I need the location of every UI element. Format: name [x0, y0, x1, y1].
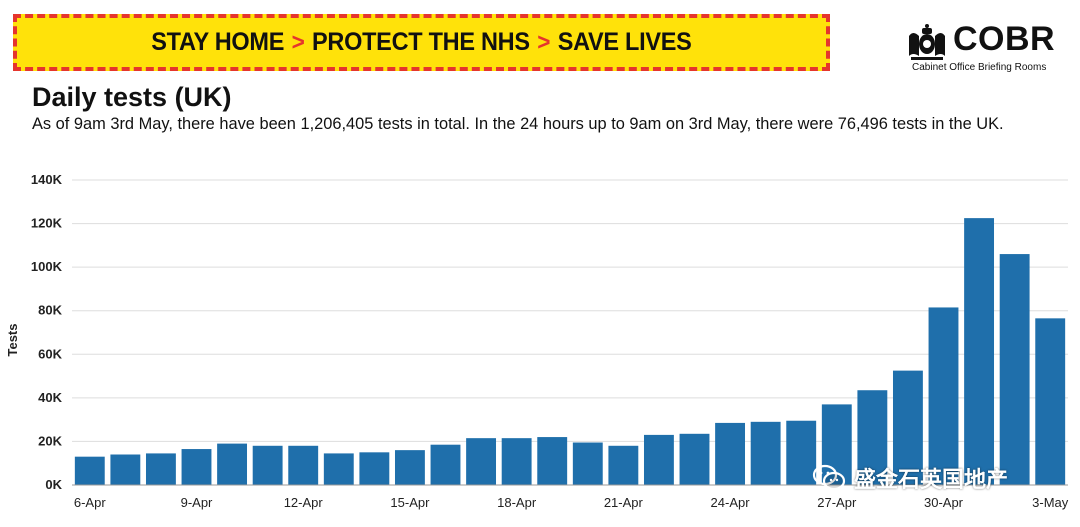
bar-23-Apr — [679, 433, 710, 485]
watermark: 盛金石英国地产 — [812, 462, 1008, 494]
slogan-banner: STAY HOME > PROTECT THE NHS > SAVE LIVES — [13, 14, 830, 71]
x-tick-label: 9-Apr — [181, 495, 213, 510]
bar-22-Apr — [643, 434, 674, 485]
chevron-right-icon: > — [537, 29, 551, 56]
y-tick-label: 60K — [38, 346, 62, 361]
royal-crest-icon — [909, 24, 945, 60]
slogan-stay-home: STAY HOME — [151, 28, 285, 56]
bar-21-Apr — [608, 445, 639, 485]
bar-20-Apr — [572, 442, 603, 485]
wechat-icon — [812, 464, 846, 491]
bar-6-Apr — [74, 456, 105, 485]
bar-29-Apr — [892, 370, 923, 485]
bar-8-Apr — [145, 453, 176, 485]
slogan-protect-nhs: PROTECT THE NHS — [312, 28, 530, 56]
x-tick-label: 21-Apr — [604, 495, 644, 510]
x-tick-label: 27-Apr — [817, 495, 857, 510]
bar-18-Apr — [501, 438, 532, 485]
logo-wordmark: COBR — [953, 20, 1056, 58]
x-tick-label: 30-Apr — [924, 495, 964, 510]
bar-9-Apr — [181, 449, 212, 485]
x-tick-label: 18-Apr — [497, 495, 537, 510]
x-tick-label: 6-Apr — [74, 495, 106, 510]
y-tick-label: 140K — [31, 172, 63, 187]
y-tick-label: 20K — [38, 433, 62, 448]
bar-14-Apr — [359, 452, 390, 485]
watermark-text: 盛金石英国地产 — [854, 467, 1009, 492]
bar-12-Apr — [288, 445, 319, 485]
cobr-logo: COBR Cabinet Office Briefing Rooms — [905, 20, 1065, 82]
bar-11-Apr — [252, 445, 283, 485]
bar-19-Apr — [537, 437, 568, 485]
bar-3-May — [1035, 318, 1066, 485]
y-tick-label: 80K — [38, 303, 62, 318]
y-axis-label: Tests — [5, 324, 20, 357]
chevron-right-icon: > — [291, 29, 305, 56]
bar-28-Apr — [857, 390, 888, 485]
chart-subtitle: As of 9am 3rd May, there have been 1,206… — [32, 115, 1004, 133]
bar-10-Apr — [217, 443, 248, 485]
bar-16-Apr — [430, 444, 461, 485]
bar-25-Apr — [750, 421, 781, 485]
x-tick-label: 12-Apr — [284, 495, 324, 510]
daily-tests-chart: 0K 20K 40K 60K 80K 100K 120K 140K 6-Apr 9-Apr 12-A… — [5, 172, 1069, 510]
y-tick-label: 100K — [31, 259, 63, 274]
y-tick-label: 120K — [31, 216, 63, 231]
x-tick-label: 3-May — [1032, 495, 1069, 510]
bar-7-Apr — [110, 454, 141, 485]
x-tick-label: 15-Apr — [390, 495, 430, 510]
bar-13-Apr — [323, 453, 354, 485]
bar-26-Apr — [786, 420, 817, 485]
bar-30-Apr — [928, 307, 959, 485]
slogan-text: STAY HOME > PROTECT THE NHS > SAVE LIVES — [151, 28, 692, 57]
y-tick-label: 0K — [45, 477, 62, 492]
bar-2-May — [999, 254, 1030, 485]
slogan-save-lives: SAVE LIVES — [557, 28, 692, 56]
bar-24-Apr — [715, 422, 746, 485]
chart-title: Daily tests (UK) — [32, 82, 232, 112]
x-tick-label: 24-Apr — [711, 495, 751, 510]
bar-1-May — [964, 218, 995, 485]
bar-17-Apr — [466, 438, 497, 485]
logo-subtitle: Cabinet Office Briefing Rooms — [912, 62, 1047, 73]
y-tick-label: 40K — [38, 390, 62, 405]
bar-27-Apr — [821, 404, 852, 485]
bar-15-Apr — [394, 450, 425, 485]
